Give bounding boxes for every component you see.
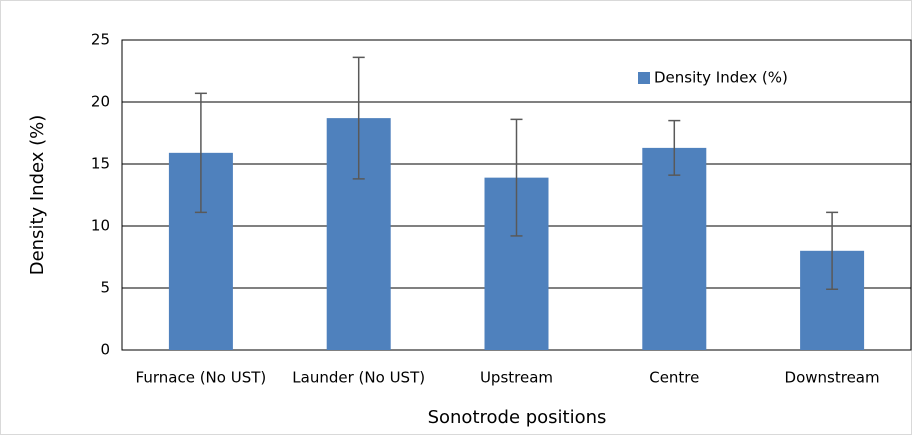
y-tick-label: 25 xyxy=(91,31,110,49)
legend-label: Density Index (%) xyxy=(654,69,788,87)
y-tick-label: 5 xyxy=(100,279,110,297)
bar xyxy=(642,147,707,350)
legend-swatch xyxy=(638,72,650,84)
x-tick-label: Centre xyxy=(649,369,699,387)
x-tick-label: Downstream xyxy=(785,369,880,387)
y-axis-title: Density Index (%) xyxy=(27,115,48,276)
x-tick-label: Furnace (No UST) xyxy=(136,369,267,387)
x-tick-label: Launder (No UST) xyxy=(292,369,425,387)
x-axis-title: Sonotrode positions xyxy=(428,407,607,428)
y-tick-label: 20 xyxy=(91,93,110,111)
y-tick-label: 10 xyxy=(91,217,110,235)
y-tick-label: 15 xyxy=(91,155,110,173)
x-tick-label: Upstream xyxy=(480,369,553,387)
y-tick-label: 0 xyxy=(100,341,110,359)
